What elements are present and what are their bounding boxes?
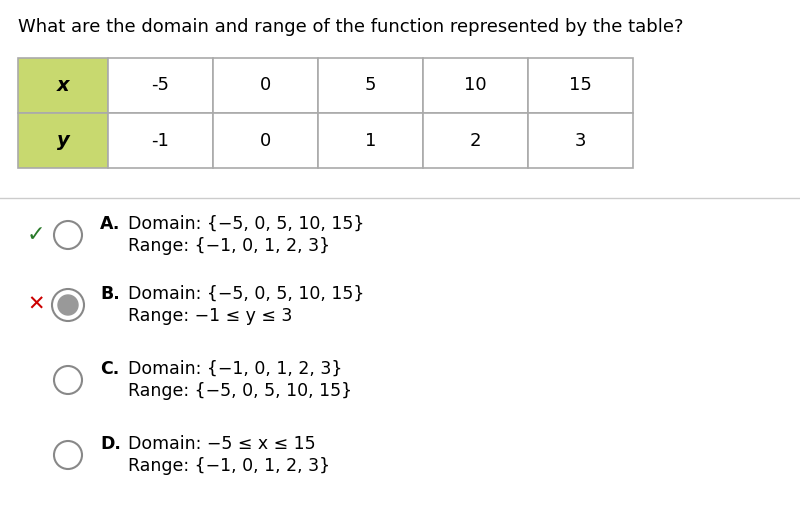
Text: Domain: {−1, 0, 1, 2, 3}: Domain: {−1, 0, 1, 2, 3} bbox=[128, 360, 342, 378]
Bar bbox=[213, 58, 318, 113]
Circle shape bbox=[58, 295, 78, 315]
Bar bbox=[108, 113, 213, 168]
Text: Range: {−1, 0, 1, 2, 3}: Range: {−1, 0, 1, 2, 3} bbox=[128, 237, 330, 255]
Bar bbox=[18, 58, 108, 113]
Text: 1: 1 bbox=[365, 132, 376, 149]
Text: Domain: {−5, 0, 5, 10, 15}: Domain: {−5, 0, 5, 10, 15} bbox=[128, 215, 364, 233]
Text: C.: C. bbox=[100, 360, 119, 378]
Text: D.: D. bbox=[100, 435, 121, 453]
Text: B.: B. bbox=[100, 285, 120, 303]
Text: ✕: ✕ bbox=[27, 295, 45, 315]
Bar bbox=[528, 113, 633, 168]
Text: 15: 15 bbox=[569, 77, 592, 94]
Text: Domain: {−5, 0, 5, 10, 15}: Domain: {−5, 0, 5, 10, 15} bbox=[128, 285, 364, 303]
Text: Range: −1 ≤ y ≤ 3: Range: −1 ≤ y ≤ 3 bbox=[128, 307, 292, 325]
Text: ✓: ✓ bbox=[26, 225, 46, 245]
Text: What are the domain and range of the function represented by the table?: What are the domain and range of the fun… bbox=[18, 18, 683, 36]
Text: 2: 2 bbox=[470, 132, 482, 149]
Text: Range: {−1, 0, 1, 2, 3}: Range: {−1, 0, 1, 2, 3} bbox=[128, 457, 330, 475]
Text: 5: 5 bbox=[365, 77, 376, 94]
Text: 0: 0 bbox=[260, 77, 271, 94]
Text: Domain: −5 ≤ x ≤ 15: Domain: −5 ≤ x ≤ 15 bbox=[128, 435, 316, 453]
Bar bbox=[318, 58, 423, 113]
Bar bbox=[18, 113, 108, 168]
Text: x: x bbox=[57, 76, 70, 95]
Bar bbox=[213, 113, 318, 168]
Text: -1: -1 bbox=[151, 132, 170, 149]
Bar bbox=[528, 58, 633, 113]
Text: 10: 10 bbox=[464, 77, 487, 94]
Text: A.: A. bbox=[100, 215, 120, 233]
Text: y: y bbox=[57, 131, 70, 150]
Bar bbox=[423, 113, 528, 168]
Bar bbox=[423, 58, 528, 113]
Bar bbox=[108, 58, 213, 113]
Text: 3: 3 bbox=[574, 132, 586, 149]
Bar bbox=[318, 113, 423, 168]
Text: -5: -5 bbox=[151, 77, 170, 94]
Text: 0: 0 bbox=[260, 132, 271, 149]
Text: Range: {−5, 0, 5, 10, 15}: Range: {−5, 0, 5, 10, 15} bbox=[128, 382, 352, 400]
